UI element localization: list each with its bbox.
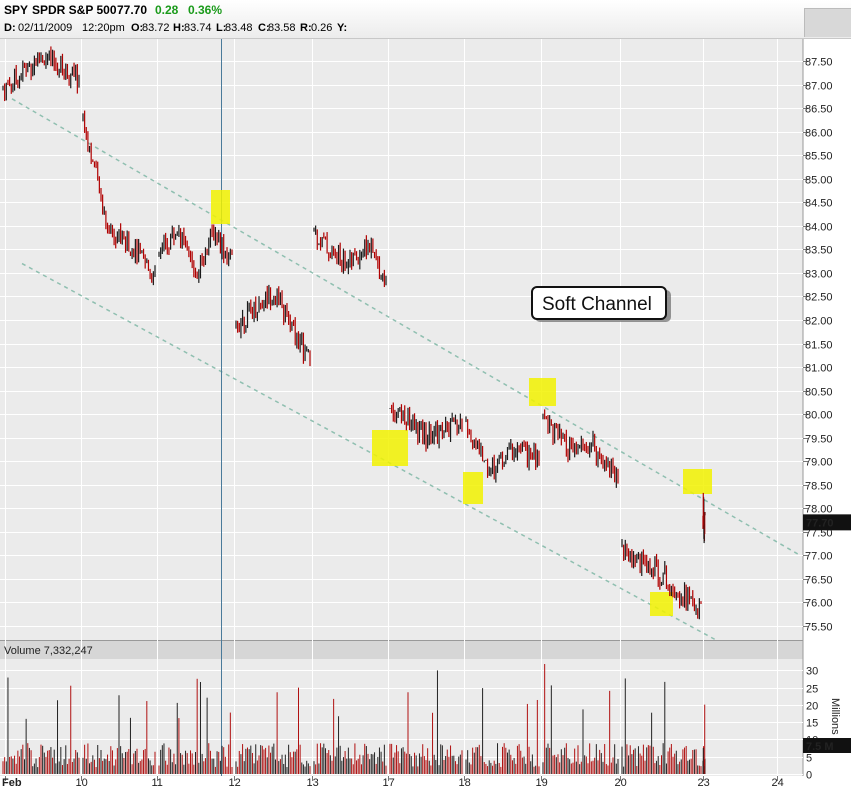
date-value: 02/11/2009: [18, 22, 73, 34]
date-label: D:: [4, 22, 16, 34]
price-tick-label: 82.00: [805, 316, 833, 328]
price-tick-label: 77.00: [805, 551, 833, 563]
price-tick-label: 83.50: [805, 245, 833, 257]
time-tick-label: Feb: [2, 777, 22, 789]
channel-line: [21, 262, 717, 641]
price-tick-label: 86.50: [805, 104, 833, 116]
price-tick-label: 87.00: [805, 81, 833, 93]
time-value: 12:20pm: [82, 22, 125, 34]
price-tick-label: 84.00: [805, 222, 833, 234]
open-value: 83.72: [142, 22, 170, 34]
change-value: 0.28: [155, 3, 179, 17]
price-tick-label: 76.50: [805, 575, 833, 587]
highlight-box: [211, 190, 230, 224]
volume-unit-label: Millions: [829, 698, 841, 735]
time-tick-label: 20: [615, 777, 627, 789]
highlight-box: [529, 378, 556, 406]
time-tick-label: 18: [459, 777, 471, 789]
price-tick-label: 79.50: [805, 434, 833, 446]
time-tick-label: 11: [152, 777, 163, 789]
volume-tick-label: 25: [806, 684, 818, 696]
highlight-box: [683, 469, 712, 494]
price-tick-label: 81.50: [805, 340, 833, 352]
annotation-box: [531, 286, 667, 320]
price-tick-label: 83.00: [805, 269, 833, 281]
price-tick-label: 76.00: [805, 598, 833, 610]
time-tick-label: 10: [76, 777, 88, 789]
volume-tick-label: 15: [806, 718, 818, 730]
price-tick-label: 77.50: [805, 528, 833, 540]
volume-badge-text: 7.5 M: [806, 741, 834, 753]
highlight-box: [650, 592, 673, 616]
last-price-badge: [803, 514, 851, 531]
price-tick-label: 80.50: [805, 387, 833, 399]
price-tick-label: 78.00: [805, 504, 833, 516]
price-tick-label: 86.00: [805, 128, 833, 140]
price-tick-label: 79.00: [805, 457, 833, 469]
last-price-badge-text: 77.70: [806, 517, 834, 529]
time-tick-label: 13: [307, 777, 319, 789]
chart-header: SPY SPDR S&P 500 77.70 0.28 0.36% D: 02/…: [0, 0, 851, 39]
volume-tick-label: 5: [806, 753, 812, 765]
close-value: 83.58: [268, 22, 296, 34]
right-axis-area: [803, 38, 851, 790]
price-tick-label: 87.50: [805, 57, 833, 69]
highlight-box: [463, 472, 483, 504]
price-tick-label: 78.50: [805, 481, 833, 493]
volume-pane-header: [0, 641, 803, 659]
security-name: SPDR S&P 500: [32, 3, 117, 17]
open-label: O:: [131, 22, 144, 34]
range-label: R:: [300, 22, 312, 34]
price-tick-label: 81.00: [805, 363, 833, 375]
volume-label: Volume 7,332,247: [4, 645, 93, 657]
time-tick-label: 23: [698, 777, 710, 789]
header-corner: [804, 8, 851, 37]
annotation-text: Soft Channel: [542, 294, 652, 315]
time-tick-label: 19: [536, 777, 548, 789]
y-label: Y:: [337, 22, 348, 34]
last-price: 77.70: [117, 3, 148, 17]
price-tick-label: 84.50: [805, 198, 833, 210]
low-value: 83.48: [225, 22, 253, 34]
volume-badge: [803, 738, 851, 753]
price-pane: [0, 38, 803, 640]
volume-tick-label: 30: [806, 666, 818, 678]
high-value: 83.74: [184, 22, 212, 34]
time-tick-label: 17: [383, 777, 395, 789]
price-tick-label: 85.50: [805, 151, 833, 163]
change-percent: 0.36%: [188, 3, 223, 17]
volume-tick-label: 20: [806, 701, 818, 713]
highlight-box: [372, 430, 408, 466]
time-tick-label: 24: [772, 777, 784, 789]
close-label: C:: [258, 22, 270, 34]
x-axis-area: [0, 776, 803, 790]
price-tick-label: 75.50: [805, 622, 833, 634]
time-tick-label: 12: [229, 777, 241, 789]
symbol-label: SPY: [4, 3, 29, 17]
range-value: 0.26: [311, 22, 333, 34]
volume-tick-label: 0: [806, 770, 812, 782]
price-tick-label: 80.00: [805, 410, 833, 422]
high-label: H:: [173, 22, 185, 34]
price-tick-label: 85.00: [805, 175, 833, 187]
price-tick-label: 82.50: [805, 292, 833, 304]
low-label: L:: [216, 22, 227, 34]
